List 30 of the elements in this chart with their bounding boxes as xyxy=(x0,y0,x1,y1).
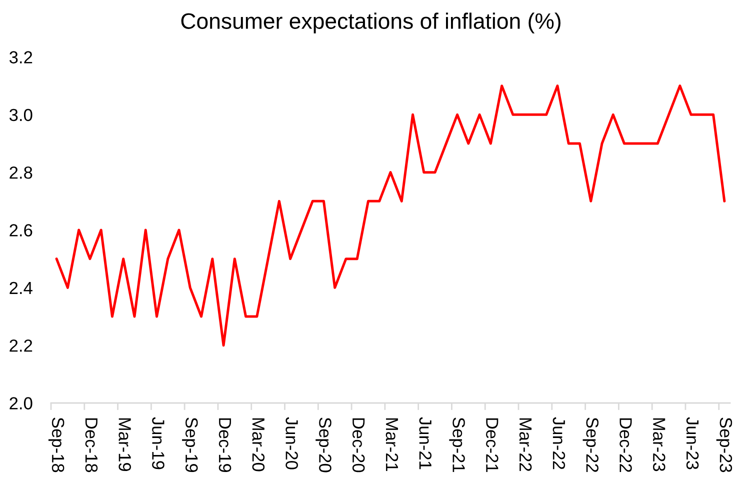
x-tick-label: Sep-18 xyxy=(48,418,64,472)
x-tick-label: Mar-20 xyxy=(252,418,265,472)
y-tick-label: 3.2 xyxy=(9,51,32,64)
x-tick-label: Sep-21 xyxy=(449,418,465,472)
x-tick-label: Jun-23 xyxy=(686,417,699,470)
x-tick-label: Dec-20 xyxy=(352,418,365,472)
x-tick-label: Mar-21 xyxy=(386,418,398,472)
x-tick-label: Sep-23 xyxy=(716,418,732,472)
x-tick-label: Sep-22 xyxy=(582,418,598,472)
x-tick-label: Sep-20 xyxy=(316,418,332,472)
y-tick-label: 2.6 xyxy=(10,224,32,236)
y-tick-label: 2.8 xyxy=(10,166,32,179)
x-tick-label: Jun-21 xyxy=(419,417,432,470)
x-tick-label: Dec-21 xyxy=(486,418,498,472)
x-tick-label: Mar-22 xyxy=(519,418,532,472)
x-tick-label: Jun-19 xyxy=(152,417,164,470)
x-tick-label: Mar-19 xyxy=(118,418,131,472)
x-tick-label: Jun-22 xyxy=(552,417,566,470)
x-tick-label: Sep-19 xyxy=(182,418,198,472)
x-tick-label: Mar-23 xyxy=(652,418,666,472)
y-tick-label: 2.2 xyxy=(10,340,32,352)
x-tick-label: Dec-22 xyxy=(620,418,632,472)
x-tick-label: Dec-18 xyxy=(85,418,98,472)
x-tick-label: Jun-20 xyxy=(286,417,298,470)
line-series xyxy=(55,84,726,347)
x-tick-label: Dec-19 xyxy=(218,418,232,472)
y-tick-label: 2.4 xyxy=(10,282,32,294)
y-tick-label: 2.0 xyxy=(10,397,32,410)
chart-title: Consumer expectations of inflation (%) xyxy=(181,12,560,34)
y-tick-label: 3.0 xyxy=(9,108,32,122)
